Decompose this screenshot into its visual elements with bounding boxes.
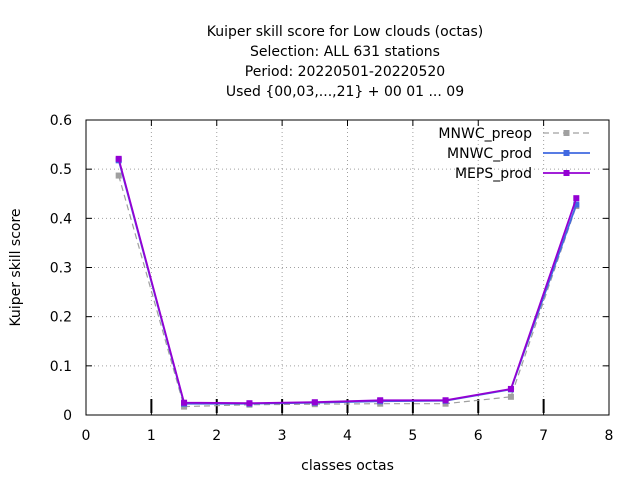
x-tick-label: 3 bbox=[278, 428, 287, 444]
y-tick-label: 0.1 bbox=[50, 359, 72, 375]
y-tick-label: 0 bbox=[63, 408, 72, 424]
title-line-2: Selection: ALL 631 stations bbox=[250, 44, 440, 60]
axis-ticks: 0 1 2 3 4 5 6 7 8 0 0.1 0.2 0.3 0.4 0.5 0.6 bbox=[50, 113, 614, 444]
series-MNWC_prod bbox=[115, 157, 580, 407]
y-axis-label: Kuiper skill score bbox=[8, 208, 24, 326]
x-tick-label: 1 bbox=[147, 428, 156, 444]
data-point bbox=[115, 172, 122, 179]
y-tick-label: 0.5 bbox=[50, 162, 72, 178]
x-tick-label: 7 bbox=[539, 428, 548, 444]
series-line-MEPS_prod bbox=[117, 158, 578, 405]
data-point bbox=[311, 399, 318, 406]
y-tick-label: 0.4 bbox=[50, 211, 72, 227]
legend-label-MNWC_preop: MNWC_preop bbox=[438, 126, 532, 142]
data-point bbox=[573, 195, 580, 202]
legend-label-MEPS_prod: MEPS_prod bbox=[455, 166, 532, 182]
data-point bbox=[442, 397, 449, 404]
x-tick-label: 6 bbox=[474, 428, 483, 444]
legend-label-MNWC_prod: MNWC_prod bbox=[447, 146, 532, 162]
title-line-3: Period: 20220501-20220520 bbox=[245, 64, 445, 80]
x-tick-label: 8 bbox=[605, 428, 614, 444]
title-line-4: Used {00,03,...,21} + 00 01 ... 09 bbox=[226, 84, 464, 100]
series-group bbox=[115, 155, 580, 410]
legend-marker-MNWC_preop bbox=[563, 130, 570, 136]
data-point bbox=[246, 400, 253, 407]
x-tick-label: 0 bbox=[82, 428, 91, 444]
chart-title: Kuiper skill score for Low clouds (octas… bbox=[207, 24, 483, 100]
legend-marker-MEPS_prod bbox=[563, 170, 570, 176]
data-point bbox=[115, 155, 122, 162]
series-MEPS_prod bbox=[115, 155, 580, 407]
grid-lines bbox=[86, 120, 609, 415]
data-point bbox=[507, 393, 514, 400]
x-tick-label: 2 bbox=[212, 428, 221, 444]
x-tick-label: 4 bbox=[343, 428, 352, 444]
series-line-MNWC_preop bbox=[118, 175, 577, 408]
y-tick-label: 0.6 bbox=[50, 113, 72, 129]
data-point bbox=[377, 397, 384, 404]
y-tick-label: 0.2 bbox=[50, 310, 72, 326]
x-axis-label: classes octas bbox=[301, 458, 394, 474]
title-line-1: Kuiper skill score for Low clouds (octas… bbox=[207, 24, 483, 40]
data-point bbox=[181, 399, 188, 406]
x-tick-label: 5 bbox=[408, 428, 417, 444]
data-point bbox=[507, 385, 514, 392]
y-tick-label: 0.3 bbox=[50, 261, 72, 277]
data-point bbox=[573, 201, 580, 208]
legend: MNWC_preop MNWC_prod MEPS_prod bbox=[438, 126, 590, 182]
legend-marker-MNWC_prod bbox=[563, 150, 570, 156]
